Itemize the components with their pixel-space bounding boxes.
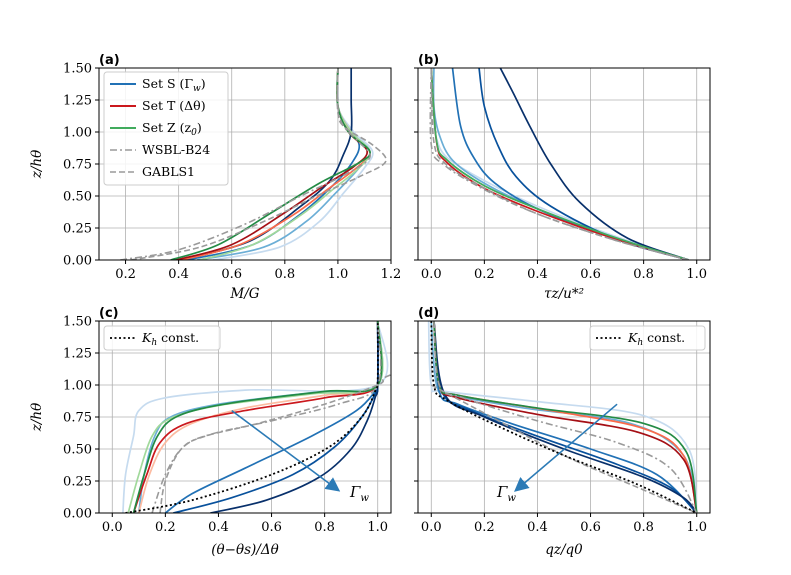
axes-frame: [417, 67, 711, 261]
xlabel-c: (θ−θs)/Δθ: [211, 542, 278, 558]
series-line-z: [170, 68, 372, 260]
axes-frame: [98, 320, 392, 514]
y-tick-label: 0.00: [63, 507, 92, 522]
x-tick-label: 1.0: [367, 520, 388, 535]
series-line-wsbl: [433, 321, 698, 513]
legend-label-kh-d: Kh const.: [627, 330, 685, 348]
y-tick-label: 0.25: [63, 222, 92, 237]
series-lines: [120, 68, 698, 513]
x-tick-label: 0.8: [633, 267, 654, 282]
x-tick-label: 0.6: [580, 267, 601, 282]
arrow-label-d: Γw: [496, 483, 516, 504]
y-tick-label: 0.75: [63, 411, 92, 426]
panel-series: [120, 68, 387, 260]
legend-box-d: [589, 325, 706, 351]
x-tick-label: 0.6: [261, 520, 282, 535]
x-tick-label: 0.6: [580, 520, 601, 535]
legend-a: Set S (Γw) Set T (Δθ) Set Z (z0) WSBL-B2…: [103, 71, 229, 186]
x-tick-label: 0.8: [274, 267, 295, 282]
axes-frame: [417, 320, 711, 514]
panel-label-c: (c): [99, 306, 119, 321]
y-tick-label: 0.25: [63, 475, 92, 490]
legend-label-wsbl: WSBL-B24: [142, 142, 210, 157]
x-tick-label: 0.0: [421, 520, 442, 535]
x-tick-label: 0.0: [421, 267, 442, 282]
y-tick-label: 1.50: [63, 62, 92, 77]
series-line-gabls: [159, 374, 391, 513]
x-tick-label: 0.2: [474, 267, 495, 282]
panel-label-d: (d): [418, 306, 439, 321]
legend-d: Kh const.: [589, 325, 706, 351]
ylabel-c: z/hθ: [29, 403, 45, 432]
x-tick-label: 0.2: [474, 520, 495, 535]
ylabel-a: z/hθ: [29, 150, 45, 179]
series-line-kh: [125, 321, 379, 513]
series-line-wsbl: [120, 68, 372, 260]
x-tick-label: 1.0: [686, 267, 707, 282]
x-tick-label: 0.4: [208, 520, 229, 535]
x-tick-label: 1.0: [686, 520, 707, 535]
panel-series: [427, 321, 698, 513]
legend-label-kh-c: Kh const.: [141, 330, 199, 348]
x-tick-label: 1.2: [381, 267, 402, 282]
x-tick-label: 0.6: [221, 267, 242, 282]
series-line-wsbl: [429, 68, 689, 260]
axes-frame: [98, 67, 392, 261]
axes: 0.2 0.4 0.6 0.8 1.0 1.2 0.00 0.25 0.50 0.75 1.00 1.…: [63, 62, 711, 535]
y-tick-label: 0.00: [63, 254, 92, 269]
legend-box-c: [103, 325, 221, 351]
panel-series: [122, 321, 391, 513]
xlabel-a: M/G: [229, 286, 259, 302]
series-line-gabls: [430, 68, 689, 260]
y-tick-label: 0.50: [63, 190, 92, 205]
y-tick-label: 1.50: [63, 315, 92, 330]
panel-label-a: (a): [99, 53, 120, 68]
y-tick-label: 0.75: [63, 158, 92, 173]
y-tick-label: 1.25: [63, 347, 92, 362]
series-line-s: [433, 321, 698, 513]
series-line-wsbl: [151, 321, 382, 513]
legend-c: Kh const.: [103, 325, 221, 351]
series-line-kh: [430, 321, 698, 513]
series-line-s: [181, 68, 353, 260]
legend-label-t: Set T (Δθ): [142, 98, 206, 113]
xlabel-d: qz/q0: [545, 542, 583, 558]
trend-arrow: [514, 403, 618, 492]
legend-label-s: Set S (Γw): [142, 76, 206, 94]
x-tick-label: 0.2: [155, 520, 176, 535]
panel-label-b: (b): [418, 53, 439, 68]
x-tick-label: 0.4: [527, 267, 548, 282]
x-tick-label: 0.8: [633, 520, 654, 535]
series-line-s: [499, 68, 690, 260]
y-tick-label: 1.25: [63, 94, 92, 109]
series-line-gabls: [130, 68, 387, 260]
legend-label-gabls: GABLS1: [142, 164, 195, 179]
x-tick-label: 0.2: [115, 267, 136, 282]
trend-arrow: [231, 409, 341, 492]
x-tick-label: 1.0: [328, 267, 349, 282]
x-tick-label: 0.4: [168, 267, 189, 282]
x-tick-label: 0.8: [314, 520, 335, 535]
xlabel-b: τz/u*²: [544, 286, 584, 302]
series-line-z: [430, 68, 690, 260]
x-tick-label: 0.4: [527, 520, 548, 535]
x-tick-label: 0.0: [102, 520, 123, 535]
arrow-label-c: Γw: [349, 483, 369, 504]
legend-box: [103, 71, 229, 186]
legend-label-z: Set Z (z0): [142, 120, 202, 138]
panel-series: [429, 68, 690, 260]
y-tick-label: 1.00: [63, 126, 92, 141]
y-tick-label: 1.00: [63, 379, 92, 394]
y-tick-label: 0.50: [63, 443, 92, 458]
